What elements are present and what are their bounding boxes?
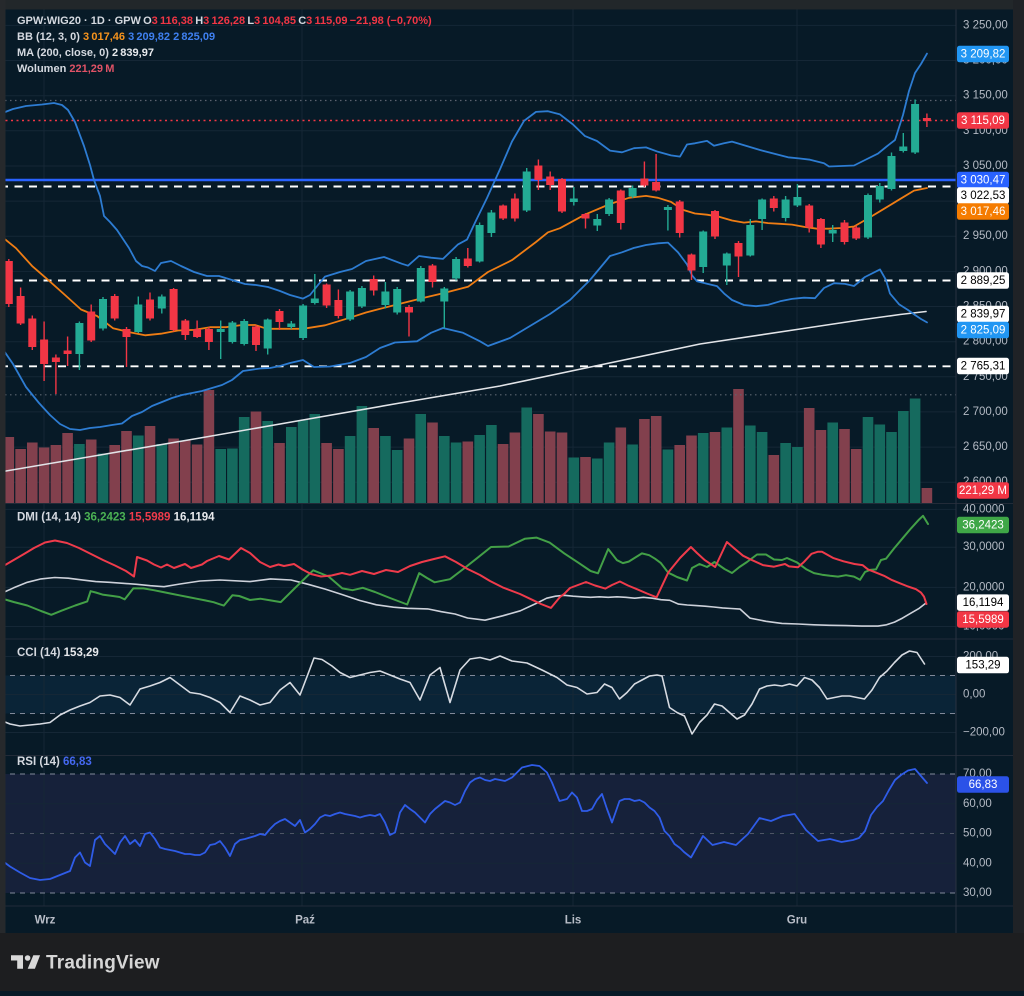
- svg-text:Lis: Lis: [565, 915, 582, 927]
- svg-text:TradingView: TradingView: [46, 953, 160, 974]
- svg-text:16,1194: 16,1194: [963, 597, 1004, 609]
- svg-text:3 017,46: 3 017,46: [961, 206, 1006, 218]
- svg-text:60,00: 60,00: [963, 798, 992, 810]
- svg-text:2 700,00: 2 700,00: [963, 406, 1008, 418]
- svg-text:50,00: 50,00: [963, 828, 992, 840]
- svg-text:2 650,00: 2 650,00: [963, 441, 1008, 453]
- svg-text:221,29 M: 221,29 M: [959, 485, 1007, 497]
- svg-text:36,2423: 36,2423: [962, 520, 1004, 532]
- svg-text:2 839,97: 2 839,97: [961, 309, 1006, 321]
- svg-text:2 825,09: 2 825,09: [961, 325, 1006, 337]
- svg-text:2 950,00: 2 950,00: [963, 230, 1008, 242]
- svg-text:40,00: 40,00: [963, 857, 992, 869]
- svg-text:−200,00: −200,00: [963, 727, 1005, 739]
- svg-text:2 889,25: 2 889,25: [961, 275, 1006, 287]
- svg-text:153,29: 153,29: [965, 660, 1000, 672]
- svg-text:2 800,00: 2 800,00: [963, 336, 1008, 348]
- svg-text:0,00: 0,00: [963, 689, 985, 701]
- svg-text:30,00: 30,00: [963, 887, 992, 899]
- svg-text:2 765,31: 2 765,31: [961, 361, 1006, 373]
- svg-text:Gru: Gru: [787, 915, 807, 927]
- svg-text:Paź: Paź: [295, 915, 315, 927]
- svg-text:GPW:WIG20 · 1D · GPW O3 116,38: GPW:WIG20 · 1D · GPW O3 116,38 H3 126,28…: [17, 15, 432, 27]
- svg-text:MA (200, close, 0) 2 839,97: MA (200, close, 0) 2 839,97: [17, 47, 154, 59]
- svg-text:3 150,00: 3 150,00: [963, 90, 1008, 102]
- svg-text:BB (12, 3, 0) 3 017,46 3 209,: BB (12, 3, 0) 3 017,46 3 209,82 2 825,09: [17, 31, 215, 43]
- svg-text:20,0000: 20,0000: [963, 581, 1005, 593]
- svg-text:RSI (14) 66,83: RSI (14) 66,83: [17, 756, 92, 768]
- svg-text:15,5989: 15,5989: [962, 614, 1004, 626]
- svg-text:3 209,82: 3 209,82: [961, 49, 1006, 61]
- svg-text:3 115,09: 3 115,09: [961, 115, 1005, 127]
- svg-text:Wolumen 221,29 M: Wolumen 221,29 M: [17, 63, 114, 75]
- svg-text:3 250,00: 3 250,00: [963, 19, 1008, 31]
- svg-text:40,0000: 40,0000: [963, 503, 1005, 515]
- svg-text:66,83: 66,83: [969, 779, 998, 791]
- svg-text:3 050,00: 3 050,00: [963, 160, 1008, 172]
- svg-text:CCI (14) 153,29: CCI (14) 153,29: [17, 647, 99, 659]
- svg-text:Wrz: Wrz: [35, 915, 56, 927]
- svg-text:DMI (14, 14) 36,2423 15,5989: DMI (14, 14) 36,2423 15,5989 16,1194: [17, 512, 215, 524]
- svg-text:3 030,47: 3 030,47: [961, 175, 1006, 187]
- svg-text:3 022,53: 3 022,53: [961, 190, 1006, 202]
- svg-text:30,0000: 30,0000: [963, 541, 1005, 553]
